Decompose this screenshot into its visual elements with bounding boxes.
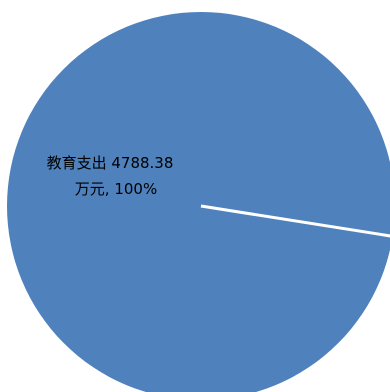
pie-slice-0 xyxy=(7,12,390,392)
slice-label-line-1: 教育支出 4788.38 xyxy=(47,154,174,172)
slice-label-line-2: 万元, 100% xyxy=(75,180,157,198)
slices-layer xyxy=(7,12,390,392)
labels-layer: 教育支出 4788.38 万元, 100% xyxy=(47,154,174,198)
slice-divider-line xyxy=(200,204,390,238)
